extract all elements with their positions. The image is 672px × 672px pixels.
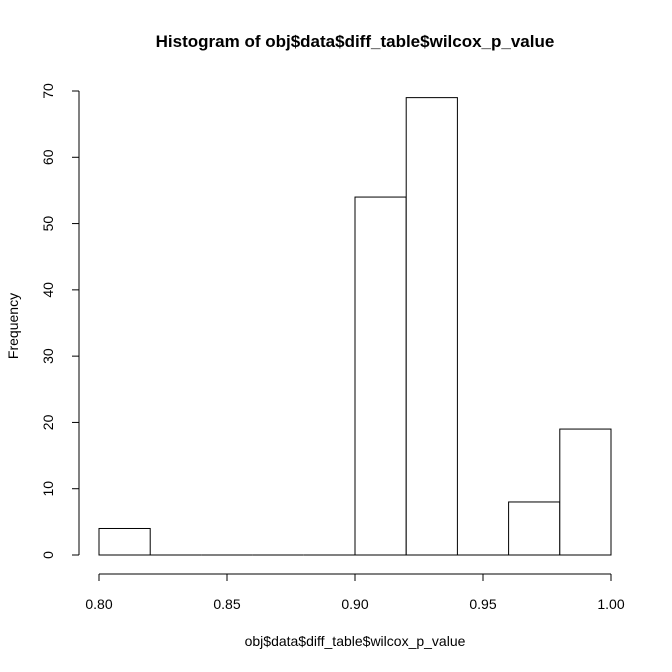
histogram-bar <box>98 527 151 556</box>
y-axis-label: Frequency <box>5 293 21 359</box>
y-tick-label: 70 <box>40 83 56 99</box>
y-axis: 0 10 20 30 40 50 60 70 <box>40 83 80 559</box>
y-tick-label: 0 <box>40 551 56 559</box>
histogram-bar <box>405 97 458 556</box>
y-tick-label: 20 <box>40 414 56 430</box>
x-tick-label: 0.90 <box>341 596 368 612</box>
y-tick-label: 60 <box>40 149 56 165</box>
x-tick-label: 1.00 <box>597 596 624 612</box>
y-tick-label: 30 <box>40 348 56 364</box>
histogram-bar <box>354 196 407 556</box>
chart-title: Histogram of obj$data$diff_table$wilcox_… <box>156 32 555 51</box>
histogram-bar <box>559 428 612 556</box>
histogram-bar <box>508 501 561 556</box>
y-tick-label: 10 <box>40 481 56 497</box>
x-axis: 0.80 0.85 0.90 0.95 1.00 <box>85 573 625 612</box>
x-axis-label: obj$data$diff_table$wilcox_p_value <box>245 633 466 649</box>
x-tick-label: 0.95 <box>469 596 496 612</box>
x-tick-label: 0.80 <box>85 596 112 612</box>
x-tick-label: 0.85 <box>213 596 240 612</box>
y-tick-label: 40 <box>40 282 56 298</box>
histogram-bars <box>98 97 612 556</box>
y-tick-label: 50 <box>40 216 56 232</box>
